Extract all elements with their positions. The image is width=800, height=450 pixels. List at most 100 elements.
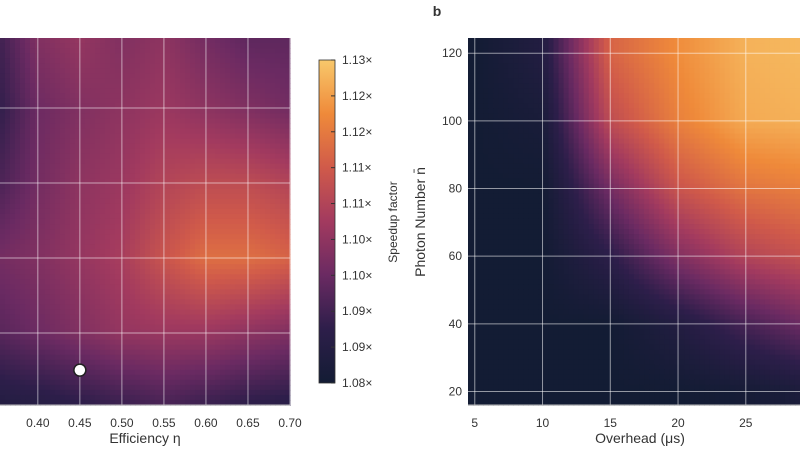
- heatmap-cell: [205, 163, 211, 170]
- heatmap-cell: [55, 58, 61, 64]
- heatmap-cell: [210, 203, 216, 210]
- heatmap-cell: [185, 93, 191, 99]
- heatmap-cell: [0, 234, 6, 240]
- heatmap-cell: [110, 208, 116, 215]
- heatmap-cell: [270, 78, 276, 84]
- heatmap-cell: [483, 48, 489, 54]
- heatmap-cell: [5, 118, 11, 125]
- heatmap-cell: [105, 314, 111, 321]
- heatmap-cell: [105, 349, 111, 356]
- heatmap-cell: [95, 38, 101, 44]
- heatmap-cell: [40, 203, 46, 210]
- heatmap-cell: [180, 344, 186, 351]
- heatmap-cell: [200, 379, 206, 386]
- heatmap-cell: [265, 264, 271, 270]
- heatmap-cell: [210, 289, 216, 295]
- heatmap-cell: [70, 93, 76, 99]
- heatmap-cell: [230, 244, 236, 250]
- heatmap-cell: [30, 133, 36, 140]
- heatmap-cell: [20, 269, 26, 275]
- heatmap-cell: [0, 384, 6, 391]
- heatmap-cell: [568, 43, 575, 49]
- heatmap-cell: [583, 48, 590, 54]
- heatmap-cell: [90, 213, 96, 220]
- heatmap-cell: [125, 364, 131, 371]
- heatmap-cell: [125, 389, 131, 396]
- heatmap-cell: [145, 103, 151, 109]
- heatmap-cell: [85, 239, 91, 245]
- heatmap-cell: [285, 249, 291, 255]
- heatmap-cell: [105, 103, 111, 109]
- heatmap-cell: [170, 218, 176, 225]
- heatmap-cell: [260, 279, 266, 285]
- heatmap-cell: [125, 399, 131, 406]
- heatmap-cell: [180, 38, 186, 44]
- heatmap-cell: [125, 213, 131, 220]
- heatmap-cell: [5, 394, 11, 401]
- heatmap-cell: [120, 133, 126, 140]
- heatmap-cell: [190, 394, 196, 401]
- heatmap-cell: [90, 123, 96, 130]
- heatmap-cell: [225, 384, 231, 391]
- heatmap-cell: [553, 68, 560, 74]
- heatmap-cell: [205, 98, 211, 104]
- heatmap-cell: [140, 284, 146, 290]
- heatmap-cell: [210, 123, 216, 130]
- heatmap-cell: [95, 394, 101, 401]
- heatmap-cell: [528, 48, 534, 54]
- heatmap-cell: [235, 218, 241, 225]
- heatmap-cell: [275, 364, 281, 371]
- heatmap-cell: [220, 218, 226, 225]
- heatmap-cell: [265, 123, 271, 130]
- heatmap-cell: [250, 299, 256, 306]
- heatmap-cell: [50, 163, 56, 170]
- heatmap-cell: [100, 58, 106, 64]
- heatmap-cell: [180, 168, 186, 175]
- heatmap-cell: [225, 93, 231, 99]
- heatmap-cell: [230, 168, 236, 175]
- heatmap-cell: [478, 38, 484, 44]
- heatmap-cell: [275, 83, 281, 89]
- heatmap-cell: [280, 349, 286, 356]
- heatmap-cell: [5, 58, 11, 64]
- heatmap-cell: [160, 93, 166, 99]
- heatmap-cell: [285, 78, 291, 84]
- heatmap-cell: [160, 38, 166, 44]
- heatmap-cell: [110, 138, 116, 145]
- heatmap-cell: [140, 374, 146, 381]
- heatmap-cell: [95, 123, 101, 130]
- heatmap-cell: [468, 38, 474, 44]
- heatmap-cell: [115, 188, 121, 195]
- heatmap-cell: [40, 83, 46, 89]
- heatmap-cell: [140, 193, 146, 200]
- heatmap-cell: [235, 299, 241, 306]
- heatmap-cell: [10, 289, 16, 295]
- heatmap-cell: [150, 359, 156, 366]
- heatmap-cell: [125, 103, 131, 109]
- heatmap-cell: [110, 93, 116, 99]
- heatmap-cell: [80, 284, 86, 290]
- heatmap-cell: [195, 344, 201, 351]
- heatmap-cell: [135, 178, 141, 185]
- heatmap-cell: [80, 299, 86, 306]
- heatmap-cell: [185, 344, 191, 351]
- heatmap-cell: [15, 224, 21, 230]
- heatmap-cell: [235, 284, 241, 290]
- heatmap-cell: [140, 58, 146, 64]
- heatmap-cell: [65, 274, 71, 280]
- heatmap-cell: [45, 299, 51, 306]
- heatmap-cell: [195, 73, 201, 79]
- heatmap-cell: [25, 128, 31, 135]
- heatmap-cell: [115, 198, 121, 205]
- heatmap-cell: [85, 349, 91, 356]
- heatmap-cell: [150, 259, 156, 265]
- heatmap-cell: [40, 163, 46, 170]
- heatmap-cell: [45, 284, 51, 290]
- heatmap-cell: [255, 73, 261, 79]
- heatmap-cell: [200, 344, 206, 351]
- heatmap-cell: [235, 354, 241, 361]
- heatmap-cell: [20, 239, 26, 245]
- heatmap-cell: [135, 229, 141, 235]
- heatmap-cell: [275, 359, 281, 366]
- heatmap-cell: [170, 234, 176, 240]
